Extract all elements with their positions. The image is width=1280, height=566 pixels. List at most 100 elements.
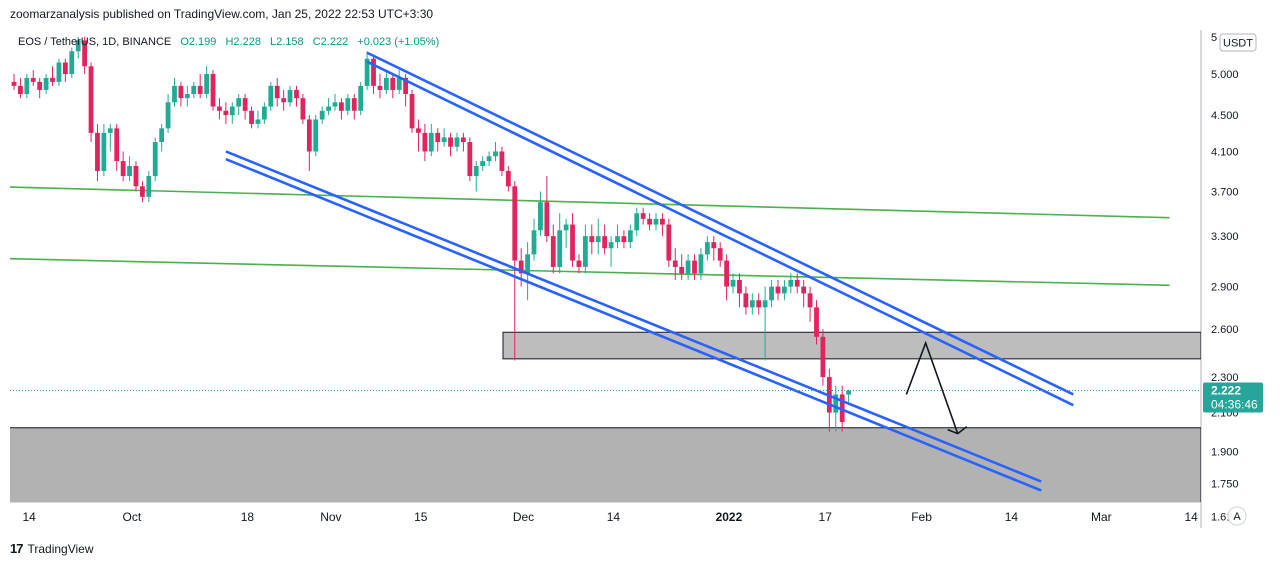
candle-2: [24, 74, 30, 99]
candle-122: [794, 273, 800, 294]
candle-body: [538, 202, 543, 231]
resistance-zone[interactable]: [502, 331, 1201, 360]
candle-body: [409, 94, 415, 129]
candle-31: [210, 70, 216, 111]
candle-55: [364, 51, 370, 90]
candle-body: [24, 77, 30, 95]
candle-73: [480, 156, 486, 171]
candle-body: [339, 102, 344, 111]
candle-body: [62, 62, 68, 74]
candle-23: [159, 123, 165, 152]
candle-72: [473, 161, 479, 192]
green-line-0[interactable]: [0, 186, 1170, 219]
candle-102: [666, 218, 672, 267]
candle-28: [191, 81, 197, 99]
candle-69: [454, 132, 460, 152]
candle-78: [512, 181, 518, 361]
time-tick-label: 14: [1005, 510, 1019, 524]
candle-body: [274, 85, 280, 99]
candle-body: [261, 106, 267, 120]
candle-68: [448, 132, 453, 157]
candle-100: [653, 213, 659, 231]
candle-body: [159, 128, 165, 143]
candle-5: [43, 74, 49, 95]
candle-71: [467, 137, 473, 182]
candle-98: [640, 207, 646, 225]
candle-97: [634, 207, 640, 237]
candle-body: [833, 394, 839, 413]
candle-body: [595, 236, 601, 243]
candle-12: [88, 62, 94, 143]
price-tick-label: 2.600: [1211, 324, 1239, 336]
candle-body: [364, 58, 370, 86]
channel-line-3[interactable]: [225, 157, 1042, 492]
candle-body: [358, 85, 364, 111]
price-axis[interactable]: 5 5.000 4.500 4.100 3.700 3.300 2.900 2.600 2.30…: [1211, 32, 1239, 523]
candle-body: [306, 119, 312, 152]
candle-body: [672, 260, 678, 267]
candle-body: [602, 236, 608, 249]
candle-body: [236, 98, 242, 107]
candle-10: [75, 36, 81, 59]
candle-11: [82, 36, 88, 74]
candle-body: [300, 98, 306, 120]
tradingview-logo-icon: 17: [10, 541, 24, 556]
projection-path[interactable]: [905, 340, 959, 434]
price-tick-label: 3.700: [1211, 187, 1239, 199]
candle-106: [692, 254, 697, 280]
candle-body: [326, 106, 331, 111]
support-zone[interactable]: [8, 427, 1201, 531]
candle-74: [486, 151, 492, 167]
candle-body: [820, 336, 826, 378]
candle-21: [146, 170, 152, 203]
candle-123: [801, 279, 807, 308]
candle-42: [281, 89, 287, 111]
candle-27: [184, 85, 190, 107]
candle-body: [383, 77, 389, 90]
candle-body: [769, 286, 774, 301]
candle-body: [505, 170, 511, 187]
candle-56: [371, 54, 376, 95]
auto-scale-button[interactable]: [1227, 506, 1247, 526]
price-tick-label: 2.900: [1211, 282, 1239, 294]
candle-body: [788, 279, 794, 287]
price-tick-label: 5: [1211, 32, 1217, 44]
candle-6: [50, 66, 55, 86]
candle-body: [846, 390, 851, 395]
candle-58: [383, 70, 389, 95]
price-tick-label: 3.300: [1211, 231, 1239, 243]
candle-29: [197, 74, 203, 99]
price-tick-label: 2.300: [1211, 372, 1239, 384]
channel-line-0[interactable]: [366, 51, 1074, 396]
candle-body: [582, 236, 588, 267]
candle-113: [737, 273, 742, 308]
candle-body: [217, 106, 222, 111]
candle-body: [191, 85, 197, 95]
candle-body: [717, 248, 723, 261]
ohlc-open: O2.199: [180, 36, 216, 48]
candle-125: [814, 300, 819, 345]
candle-16: [114, 123, 120, 171]
candle-66: [435, 128, 441, 152]
price-tick-label: 5.000: [1211, 69, 1239, 81]
candle-75: [493, 142, 498, 162]
currency-badge[interactable]: [1219, 33, 1257, 52]
candle-3: [30, 70, 36, 86]
candle-body: [249, 110, 254, 124]
time-axis[interactable]: 14 Oct 18 Nov 15 Dec 14 2022 17 Feb 14 Mar 14: [22, 510, 1198, 524]
candle-body: [525, 254, 530, 274]
candle-body: [332, 102, 338, 107]
channel-line-2[interactable]: [225, 150, 1042, 483]
candle-body: [377, 85, 383, 90]
candle-70: [461, 132, 466, 152]
candle-body: [319, 110, 325, 120]
green-line-1[interactable]: [0, 257, 1170, 287]
candle-body: [666, 224, 672, 261]
channel-line-1[interactable]: [366, 60, 1074, 407]
candle-body: [120, 161, 126, 177]
candle-108: [704, 236, 710, 261]
candle-body: [82, 40, 88, 67]
tradingview-logo-text: TradingView: [27, 541, 94, 556]
candle-body: [281, 98, 287, 103]
